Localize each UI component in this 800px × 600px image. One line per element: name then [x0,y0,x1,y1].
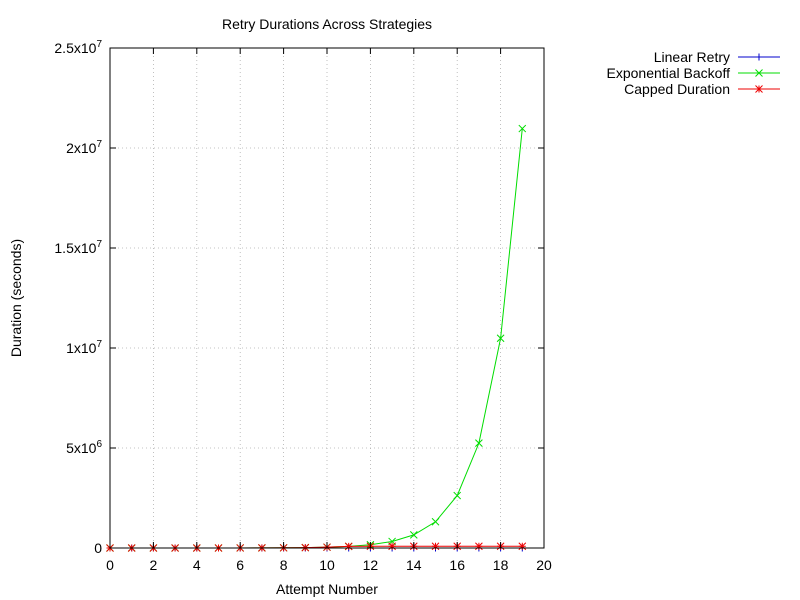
legend-label: Linear Retry [654,49,730,65]
legend-entry: Exponential Backoff [607,65,780,81]
grid [110,48,544,548]
data-point [755,85,763,93]
y-axis-label: Duration (seconds) [8,239,24,357]
data-point [409,531,418,539]
data-point [755,53,763,61]
data-point [496,334,505,343]
chart-title: Retry Durations Across Strategies [222,16,432,32]
x-tick-label: 2 [150,557,158,573]
x-tick-label: 16 [449,557,465,573]
series-exponential-backoff [106,124,527,552]
x-tick-label: 12 [363,557,379,573]
x-tick-label: 18 [493,557,509,573]
ticks: 0 2 4 6 8 10 12 14 16 18 20 0 5x106 1x107 1.5x107 2x107… [54,39,552,573]
y-tick-label: 1x107 [66,339,102,356]
x-tick-label: 14 [406,557,422,573]
x-tick-label: 10 [319,557,335,573]
data-point [518,542,527,551]
y-tick-label: 2x107 [66,139,102,156]
series-layer [106,124,527,552]
data-point [431,517,440,526]
legend-entry: Linear Retry [654,49,780,65]
data-point [475,542,483,551]
data-point [518,124,527,133]
y-tick-label: 1.5x107 [54,239,102,256]
x-tick-label: 8 [280,557,288,573]
series-capped-duration [106,542,527,552]
data-point [344,542,353,551]
legend-entry: Capped Duration [624,81,780,97]
y-tick-label: 2.5x107 [54,39,102,56]
data-point [388,542,396,551]
data-point [431,542,440,551]
data-point [475,439,483,447]
y-tick-label: 5x106 [66,439,102,456]
x-axis-label: Attempt Number [276,581,378,597]
data-point [755,69,763,77]
x-tick-label: 20 [536,557,552,573]
x-tick-label: 0 [106,557,114,573]
x-tick-label: 6 [236,557,244,573]
series-line [110,128,523,549]
legend-label: Exponential Backoff [607,65,731,81]
legend-label: Capped Duration [624,81,730,97]
x-tick-label: 4 [193,557,201,573]
data-point [453,491,462,500]
y-tick-label: 0 [94,540,102,556]
